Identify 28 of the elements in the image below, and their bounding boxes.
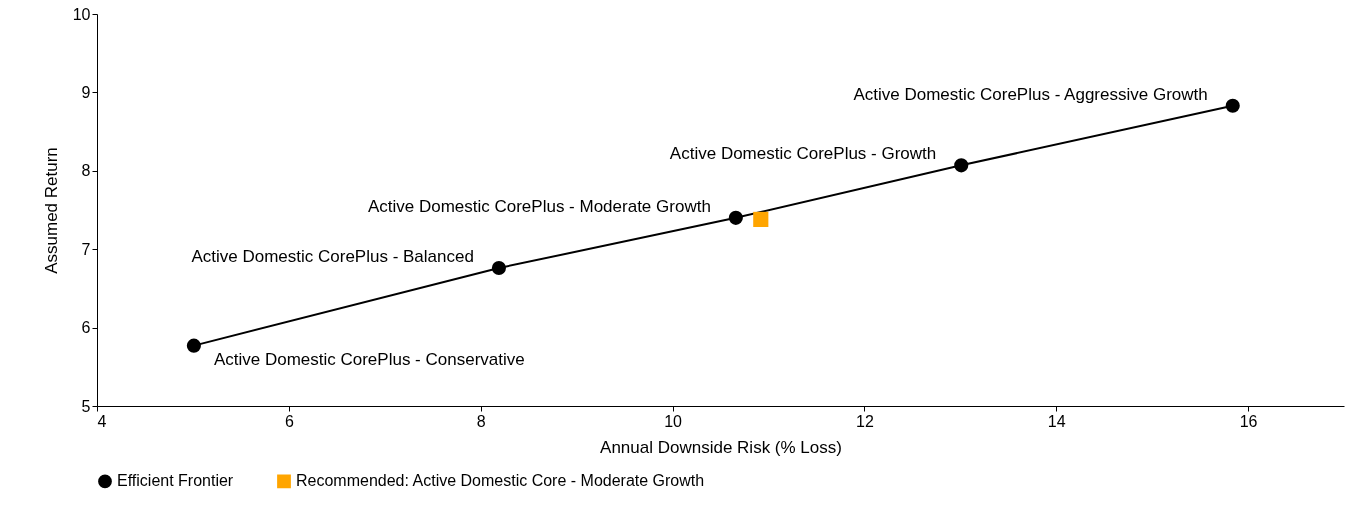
x-tick-label: 16 — [1239, 412, 1258, 430]
y-tick-label: 5 — [81, 397, 91, 415]
x-tick-label: 12 — [855, 412, 874, 430]
y-tick-label: 9 — [81, 83, 91, 101]
x-tick-label: 4 — [97, 412, 107, 430]
x-tick-label: 6 — [284, 412, 294, 430]
y-tick-label: 7 — [81, 240, 91, 258]
x-axis-title: Annual Downside Risk (% Loss) — [600, 437, 842, 457]
annotation: Active Domestic CorePlus - Conservative — [213, 349, 525, 369]
legend-label: Recommended: Active Domestic Core - Moderate Growth — [296, 472, 705, 490]
legend-label: Efficient Frontier — [117, 472, 234, 490]
annotation: Active Domestic CorePlus - Aggressive Growth — [853, 84, 1208, 104]
point — [491, 260, 506, 276]
point — [753, 211, 769, 227]
annotation: Active Domestic CorePlus - Growth — [669, 144, 937, 164]
y-tick-label: 10 — [72, 5, 91, 23]
point — [1225, 98, 1240, 113]
annotation: Active Domestic CorePlus - Moderate Growth — [367, 196, 711, 216]
point — [186, 338, 201, 353]
point — [728, 210, 743, 225]
x-tick-label: 10 — [664, 412, 683, 430]
y-axis-title: Assumed Return — [41, 147, 61, 274]
y-tick-label: 8 — [81, 162, 91, 180]
x-tick-label: 14 — [1047, 412, 1066, 430]
y-tick-label: 6 — [81, 319, 91, 337]
x-tick-label: 8 — [476, 412, 486, 430]
annotation: Active Domestic CorePlus - Balanced — [191, 247, 474, 267]
point — [954, 158, 969, 173]
